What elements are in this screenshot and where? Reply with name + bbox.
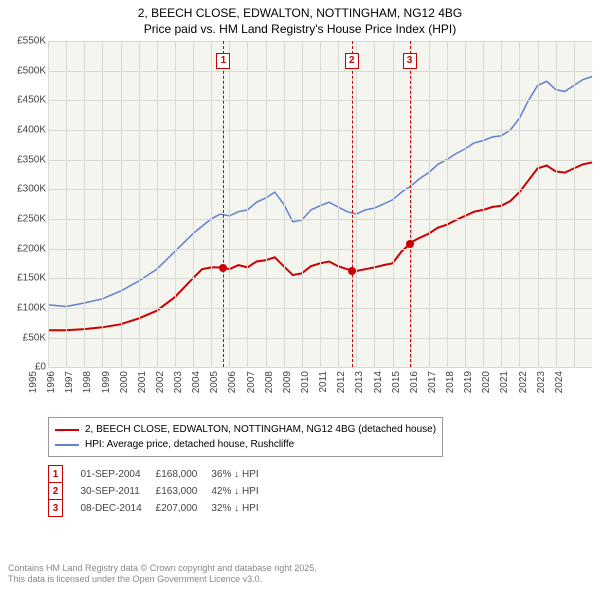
footnote-line-1: Contains HM Land Registry data © Crown c… — [8, 563, 317, 575]
gridline-v — [519, 41, 520, 367]
sales-row: 3 08-DEC-2014£207,00032% ↓ HPI — [49, 500, 273, 517]
sales-delta: 36% ↓ HPI — [211, 466, 272, 483]
gridline-v — [501, 41, 502, 367]
legend-row-blue: HPI: Average price, detached house, Rush… — [55, 437, 436, 452]
gridline-v — [374, 41, 375, 367]
gridline-v — [266, 41, 267, 367]
marker-dot — [348, 267, 356, 275]
y-axis-label: £550K — [8, 36, 46, 47]
legend: 2, BEECH CLOSE, EDWALTON, NOTTINGHAM, NG… — [48, 417, 443, 457]
legend-label-red: 2, BEECH CLOSE, EDWALTON, NOTTINGHAM, NG… — [85, 422, 436, 437]
gridline-v — [66, 41, 67, 367]
gridline-v — [393, 41, 394, 367]
y-axis-label: £50K — [8, 332, 46, 343]
footnote-line-2: This data is licensed under the Open Gov… — [8, 574, 317, 586]
sales-price: £207,000 — [156, 500, 212, 517]
gridline-v — [84, 41, 85, 367]
gridline-v — [247, 41, 248, 367]
gridline-v — [429, 41, 430, 367]
chart-container: 2, BEECH CLOSE, EDWALTON, NOTTINGHAM, NG… — [0, 0, 600, 590]
gridline-v — [121, 41, 122, 367]
gridline-v — [574, 41, 575, 367]
gridline-v — [284, 41, 285, 367]
sales-date: 30-SEP-2011 — [81, 483, 156, 500]
sales-marker-number: 3 — [49, 500, 63, 517]
y-axis-label: £500K — [8, 65, 46, 76]
marker-line — [410, 41, 411, 367]
plot-background: 1 2 3 — [48, 41, 592, 367]
legend-row-red: 2, BEECH CLOSE, EDWALTON, NOTTINGHAM, NG… — [55, 422, 436, 437]
y-axis-label: £200K — [8, 243, 46, 254]
gridline-v — [411, 41, 412, 367]
sales-delta: 32% ↓ HPI — [211, 500, 272, 517]
y-axis-label: £250K — [8, 214, 46, 225]
y-axis-label: £350K — [8, 154, 46, 165]
sales-marker-number: 2 — [49, 483, 63, 500]
gridline-v — [102, 41, 103, 367]
y-axis-label: £400K — [8, 125, 46, 136]
gridline-v — [211, 41, 212, 367]
gridline-h — [48, 367, 592, 368]
marker-dot — [219, 264, 227, 272]
chart-area: 123 £0£50K£100K£150K£200K£250K£300K£350K… — [8, 41, 592, 411]
marker-number: 2 — [345, 53, 359, 69]
gridline-v — [356, 41, 357, 367]
gridline-v — [302, 41, 303, 367]
sales-table: 1 01-SEP-2004£168,00036% ↓ HPI 2 30-SEP-201… — [48, 465, 273, 517]
sales-row: 1 01-SEP-2004£168,00036% ↓ HPI — [49, 466, 273, 483]
title-line-1: 2, BEECH CLOSE, EDWALTON, NOTTINGHAM, NG… — [8, 6, 592, 22]
sales-price: £168,000 — [156, 466, 212, 483]
title-line-2: Price paid vs. HM Land Registry's House … — [8, 22, 592, 38]
marker-line — [352, 41, 353, 367]
marker-number: 3 — [403, 53, 417, 69]
gridline-v — [320, 41, 321, 367]
gridline-v — [48, 41, 49, 367]
gridline-v — [139, 41, 140, 367]
legend-swatch-red — [55, 429, 79, 431]
legend-swatch-blue — [55, 444, 79, 446]
marker-dot — [406, 240, 414, 248]
marker-line — [223, 41, 224, 367]
y-axis-label: £100K — [8, 302, 46, 313]
sales-delta: 42% ↓ HPI — [211, 483, 272, 500]
gridline-v — [157, 41, 158, 367]
gridline-v — [538, 41, 539, 367]
y-axis-label: £300K — [8, 184, 46, 195]
sales-row: 2 30-SEP-2011£163,00042% ↓ HPI — [49, 483, 273, 500]
footnote: Contains HM Land Registry data © Crown c… — [8, 563, 317, 586]
sales-price: £163,000 — [156, 483, 212, 500]
gridline-v — [175, 41, 176, 367]
gridline-v — [447, 41, 448, 367]
gridline-v — [465, 41, 466, 367]
chart-title: 2, BEECH CLOSE, EDWALTON, NOTTINGHAM, NG… — [8, 6, 592, 37]
gridline-v — [483, 41, 484, 367]
sales-date: 08-DEC-2014 — [81, 500, 156, 517]
y-axis-label: £450K — [8, 95, 46, 106]
marker-number: 1 — [216, 53, 230, 69]
gridline-v — [193, 41, 194, 367]
sales-date: 01-SEP-2004 — [81, 466, 156, 483]
legend-label-blue: HPI: Average price, detached house, Rush… — [85, 437, 294, 452]
gridline-v — [556, 41, 557, 367]
gridline-v — [229, 41, 230, 367]
sales-marker-number: 1 — [49, 466, 63, 483]
x-axis-label: 2024 — [554, 371, 594, 393]
gridline-v — [338, 41, 339, 367]
y-axis-label: £150K — [8, 273, 46, 284]
